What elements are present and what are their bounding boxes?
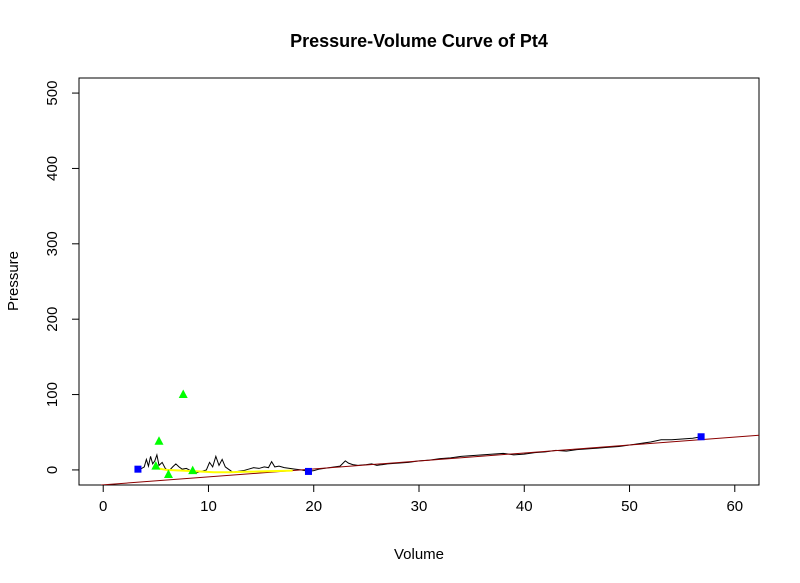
x-axis-label: Volume [394, 546, 444, 563]
plot-frame [78, 77, 760, 486]
x-tick-label: 40 [516, 498, 533, 515]
y-tick-label: 0 [44, 466, 61, 474]
triangle-point [151, 461, 161, 470]
triangle-point [178, 389, 188, 399]
square-point [697, 433, 705, 441]
triangle-point [188, 465, 198, 475]
x-tick-label: 60 [726, 498, 743, 515]
y-axis-label: Pressure [5, 251, 22, 311]
triangle-point [154, 436, 164, 445]
x-tick-label: 0 [99, 498, 107, 515]
y-axis: 0 100 200 300 400 500 [44, 81, 80, 474]
series-group [101, 389, 759, 485]
chart-title: Pressure-Volume Curve of Pt4 [290, 31, 548, 51]
x-tick-label: 20 [305, 498, 322, 515]
x-tick-label: 30 [411, 498, 428, 515]
smoothed-curve [153, 466, 293, 474]
pressure-trace [138, 436, 702, 474]
x-tick-label: 10 [200, 498, 217, 515]
x-tick-label: 50 [621, 498, 638, 515]
y-tick-label: 100 [44, 382, 61, 407]
square-point [134, 465, 142, 473]
triangle-point [163, 469, 173, 478]
y-tick-label: 200 [44, 307, 61, 332]
x-axis: 0 10 20 30 40 50 60 [99, 484, 743, 515]
square-point [304, 467, 312, 475]
y-tick-label: 400 [44, 156, 61, 181]
fit-line [101, 434, 759, 485]
y-tick-label: 500 [44, 81, 61, 106]
y-tick-label: 300 [44, 231, 61, 256]
